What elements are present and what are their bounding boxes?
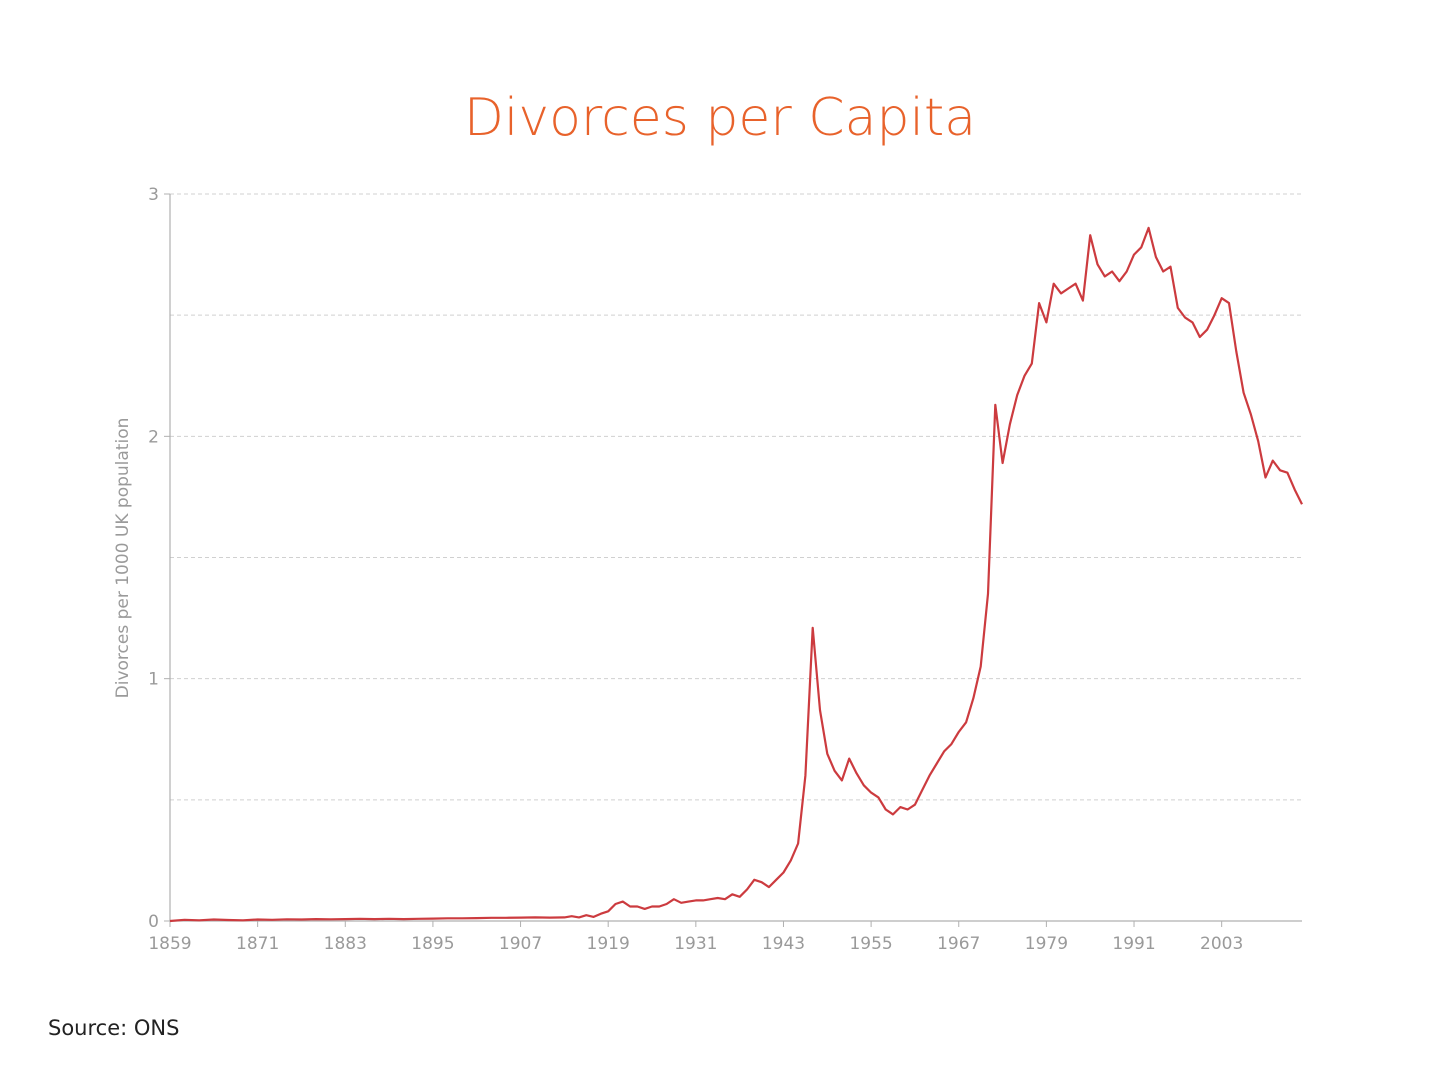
x-tick-label: 1895 xyxy=(411,934,454,954)
x-tick-label: 1907 xyxy=(499,934,542,954)
series-line xyxy=(169,226,1303,923)
gridlines xyxy=(170,193,1302,801)
x-tick-label: 1859 xyxy=(148,934,191,954)
y-tick-label: 0 xyxy=(148,912,159,932)
source-note: Source: ONS xyxy=(48,1016,180,1040)
x-tick-label: 1979 xyxy=(1025,934,1068,954)
x-tick-label: 1991 xyxy=(1112,934,1155,954)
y-axis-label: Divorces per 1000 UK population xyxy=(113,418,133,699)
x-tick-label: 1967 xyxy=(937,934,980,954)
axes xyxy=(169,194,1302,922)
x-tick-label: 1955 xyxy=(849,934,892,954)
x-tick-label: 1883 xyxy=(324,934,367,954)
series xyxy=(169,226,1303,923)
x-tick-label: 2003 xyxy=(1200,934,1243,954)
y-tick-label: 1 xyxy=(148,670,159,690)
y-tick-label: 2 xyxy=(148,427,159,447)
x-tick-label: 1943 xyxy=(762,934,805,954)
x-tick-label: 1919 xyxy=(587,934,630,954)
tick-labels: 0 1 2 3 1859 1871 1883 1895 1907 1919 1931 1943 1955… xyxy=(148,185,1243,954)
y-tick-label: 3 xyxy=(148,185,159,205)
chart-title: Divorces per Capita xyxy=(464,88,976,148)
x-tick-label: 1931 xyxy=(674,934,717,954)
x-tick-label: 1871 xyxy=(236,934,279,954)
